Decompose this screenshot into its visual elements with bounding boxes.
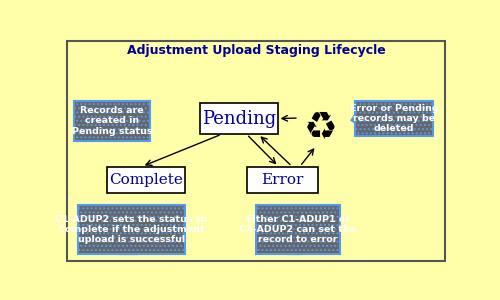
Text: Records are
created in
Pending status: Records are created in Pending status [72, 106, 152, 136]
Bar [256, 205, 340, 254]
Text: Adjustment Upload Staging Lifecycle: Adjustment Upload Staging Lifecycle [127, 44, 386, 57]
Polygon shape [286, 205, 302, 254]
Text: Pending: Pending [202, 110, 276, 128]
Bar [107, 167, 184, 193]
Bar [246, 167, 318, 193]
Text: Error: Error [261, 173, 304, 187]
Text: Either C1-ADUP1 or
C1-ADUP2 can set the
record to error: Either C1-ADUP1 or C1-ADUP2 can set the … [240, 214, 356, 244]
Polygon shape [351, 114, 355, 123]
Text: ♻: ♻ [304, 110, 337, 146]
Text: Complete: Complete [109, 173, 183, 187]
Polygon shape [118, 205, 146, 254]
Text: C1-ADUP2 sets the status to
Complete if the adjustment
upload is successful: C1-ADUP2 sets the status to Complete if … [56, 214, 207, 244]
Bar [355, 101, 432, 136]
Bar [78, 205, 184, 254]
Bar [200, 103, 278, 134]
Polygon shape [103, 120, 150, 141]
Text: Error or Pending
records may be
deleted: Error or Pending records may be deleted [350, 104, 438, 134]
Bar [74, 101, 150, 141]
